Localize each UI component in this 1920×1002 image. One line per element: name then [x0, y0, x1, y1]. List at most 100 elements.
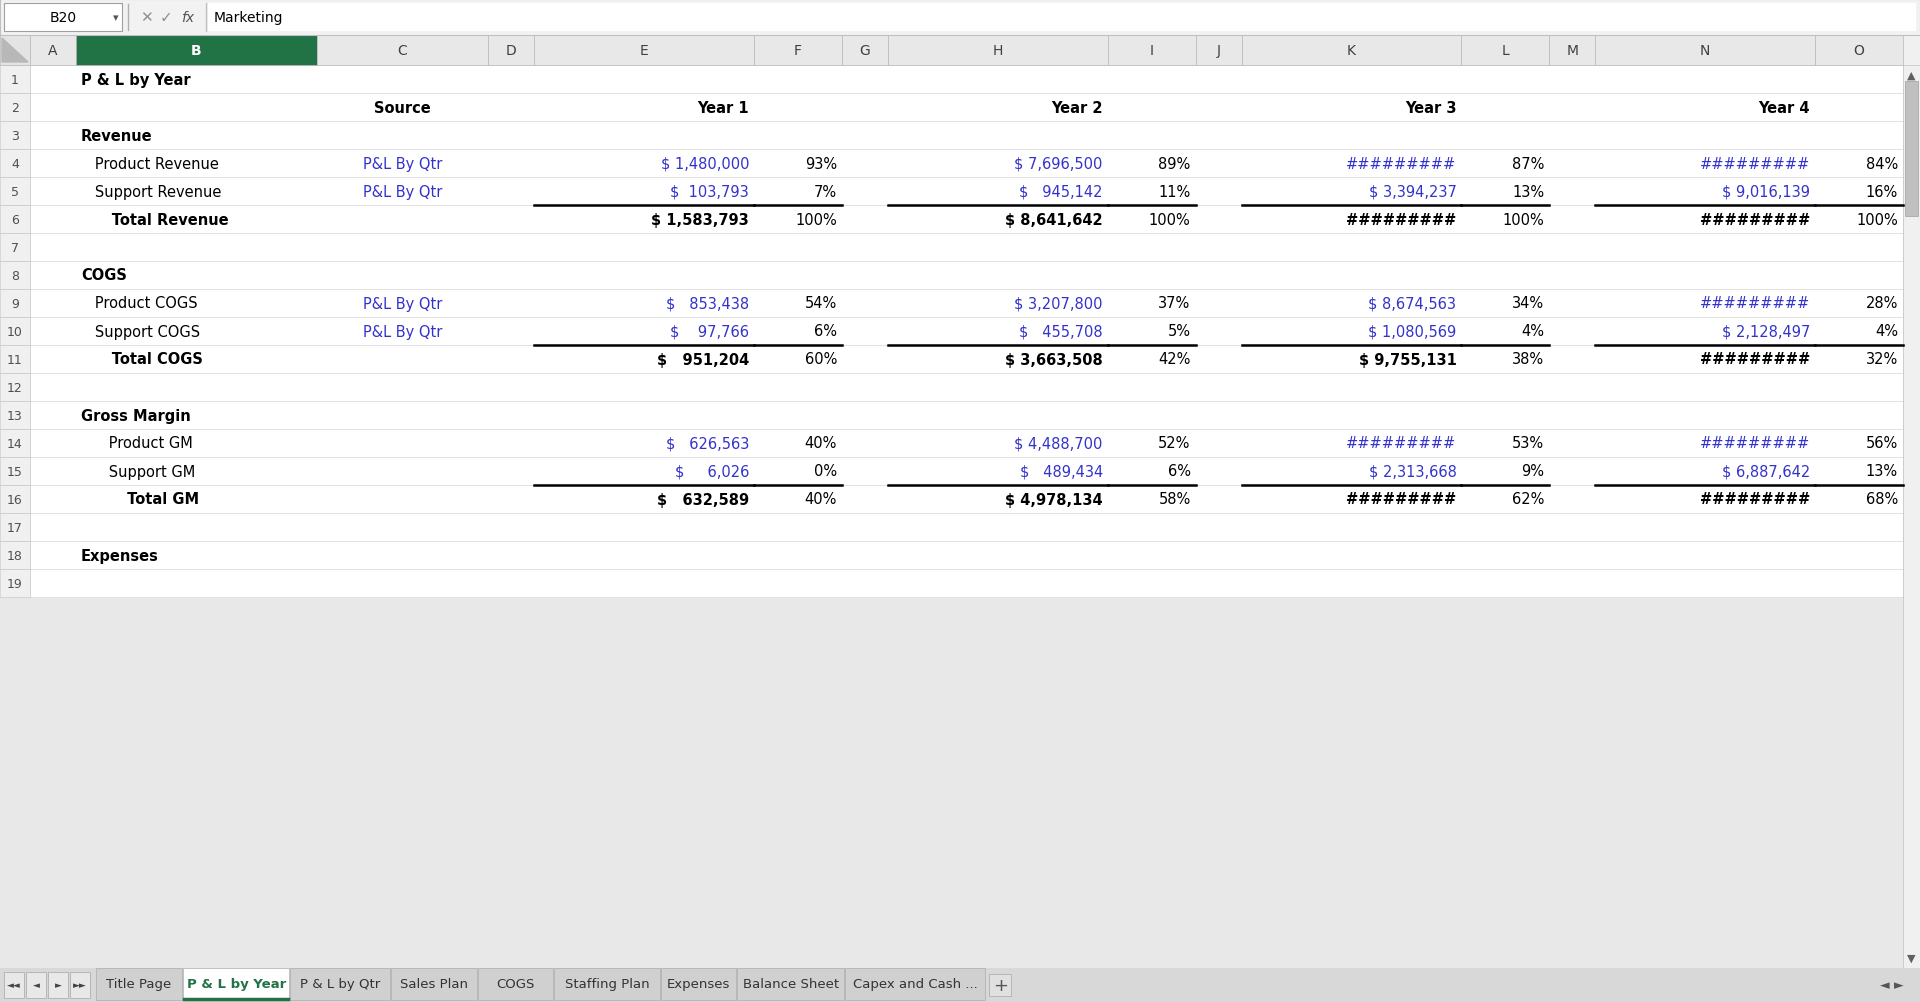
- Text: $ 8,674,563: $ 8,674,563: [1369, 297, 1457, 312]
- Bar: [31, 458, 1903, 486]
- Bar: [0, 0, 1920, 36]
- Text: $ 3,394,237: $ 3,394,237: [1369, 184, 1457, 199]
- Text: Total COGS: Total COGS: [81, 352, 204, 367]
- Text: ◄: ◄: [1880, 979, 1889, 992]
- Text: #########: #########: [1346, 436, 1457, 451]
- Text: $   489,434: $ 489,434: [1020, 464, 1102, 479]
- Text: $ 1,080,569: $ 1,080,569: [1369, 325, 1457, 339]
- Bar: [0, 122, 31, 150]
- Text: 5: 5: [12, 185, 19, 198]
- Text: #########: #########: [1699, 352, 1811, 367]
- Bar: [0, 541, 31, 569]
- Text: 68%: 68%: [1866, 492, 1899, 507]
- Text: #########: #########: [1346, 492, 1457, 507]
- Bar: [0, 177, 31, 205]
- Polygon shape: [2, 39, 29, 63]
- Text: Product COGS: Product COGS: [81, 297, 198, 312]
- Bar: [31, 346, 1903, 374]
- Bar: [0, 36, 31, 66]
- Text: #########: #########: [1699, 156, 1811, 171]
- Text: 38%: 38%: [1513, 352, 1544, 367]
- Text: I: I: [1150, 44, 1154, 58]
- Text: $ 6,887,642: $ 6,887,642: [1722, 464, 1811, 479]
- Text: 0%: 0%: [814, 464, 837, 479]
- Bar: [31, 430, 1903, 458]
- Bar: [4, 4, 123, 32]
- Bar: [31, 374, 1903, 402]
- Bar: [31, 262, 1903, 290]
- Bar: [0, 346, 31, 374]
- Text: 2: 2: [12, 101, 19, 114]
- Bar: [182, 968, 290, 1000]
- Text: ◄: ◄: [33, 981, 40, 990]
- Bar: [31, 318, 1903, 346]
- Text: COGS: COGS: [495, 978, 534, 991]
- Text: 89%: 89%: [1158, 156, 1190, 171]
- Text: 13: 13: [8, 409, 23, 422]
- Text: 40%: 40%: [804, 492, 837, 507]
- Bar: [31, 150, 1903, 177]
- Bar: [31, 513, 1903, 541]
- Bar: [1242, 36, 1461, 66]
- Bar: [317, 36, 488, 66]
- Text: 13%: 13%: [1866, 464, 1899, 479]
- Text: 6: 6: [12, 213, 19, 226]
- Text: Total GM: Total GM: [81, 492, 200, 507]
- Text: 52%: 52%: [1158, 436, 1190, 451]
- Bar: [31, 569, 1903, 597]
- Text: ►: ►: [1895, 979, 1905, 992]
- Text: $ 1,583,793: $ 1,583,793: [651, 212, 749, 227]
- Text: 5%: 5%: [1167, 325, 1190, 339]
- Text: $   945,142: $ 945,142: [1020, 184, 1102, 199]
- Bar: [0, 262, 31, 290]
- Text: 13%: 13%: [1513, 184, 1544, 199]
- Text: J: J: [1217, 44, 1221, 58]
- Text: $    97,766: $ 97,766: [670, 325, 749, 339]
- Text: 19: 19: [8, 577, 23, 590]
- Text: Support COGS: Support COGS: [81, 325, 200, 339]
- Text: 100%: 100%: [1857, 212, 1899, 227]
- Text: $ 9,755,131: $ 9,755,131: [1359, 352, 1457, 367]
- Text: +: +: [993, 976, 1008, 994]
- Text: P&L By Qtr: P&L By Qtr: [363, 325, 442, 339]
- Text: 11: 11: [8, 353, 23, 366]
- Text: ✓: ✓: [159, 10, 173, 25]
- Text: Revenue: Revenue: [81, 128, 154, 143]
- Bar: [0, 374, 31, 402]
- Text: 1: 1: [12, 73, 19, 86]
- Bar: [0, 290, 31, 318]
- Bar: [4, 972, 23, 998]
- Bar: [737, 968, 843, 1000]
- Text: Total Revenue: Total Revenue: [81, 212, 228, 227]
- Text: $ 9,016,139: $ 9,016,139: [1722, 184, 1811, 199]
- Bar: [31, 177, 1903, 205]
- Bar: [392, 968, 476, 1000]
- Text: 84%: 84%: [1866, 156, 1899, 171]
- Text: P & L by Qtr: P & L by Qtr: [300, 978, 380, 991]
- Text: ◄◄: ◄◄: [8, 981, 21, 990]
- Text: $ 8,641,642: $ 8,641,642: [1006, 212, 1102, 227]
- Text: Year 3: Year 3: [1405, 100, 1457, 115]
- Text: 4: 4: [12, 157, 19, 170]
- Text: 14: 14: [8, 437, 23, 450]
- Text: 15: 15: [8, 465, 23, 478]
- Text: #########: #########: [1346, 212, 1457, 227]
- Text: D: D: [507, 44, 516, 58]
- Bar: [31, 66, 1903, 94]
- Text: $   853,438: $ 853,438: [666, 297, 749, 312]
- Text: $ 2,313,668: $ 2,313,668: [1369, 464, 1457, 479]
- Text: K: K: [1348, 44, 1356, 58]
- Text: 4%: 4%: [1876, 325, 1899, 339]
- Text: B20: B20: [50, 11, 77, 25]
- Bar: [1905, 82, 1918, 216]
- Text: 16%: 16%: [1866, 184, 1899, 199]
- Text: 6%: 6%: [1167, 464, 1190, 479]
- Text: 34%: 34%: [1513, 297, 1544, 312]
- Text: Source: Source: [374, 100, 430, 115]
- Text: Title Page: Title Page: [106, 978, 171, 991]
- Text: Staffing Plan: Staffing Plan: [564, 978, 649, 991]
- Text: C: C: [397, 44, 407, 58]
- Text: COGS: COGS: [81, 269, 127, 284]
- Bar: [207, 4, 1916, 32]
- Text: 8: 8: [12, 270, 19, 283]
